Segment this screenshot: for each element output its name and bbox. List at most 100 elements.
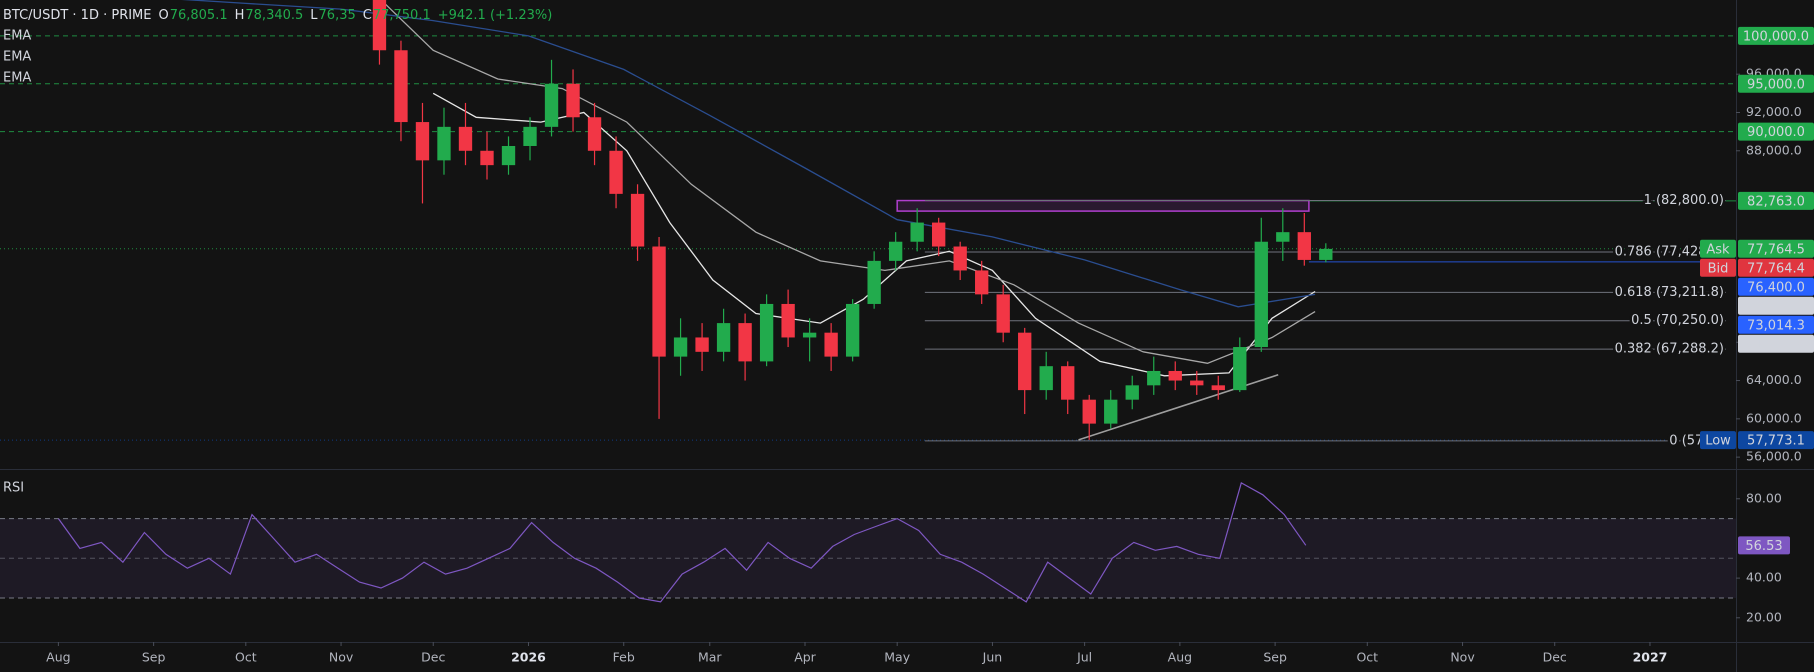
x-tick-label: 2026 [511, 650, 546, 665]
price-badge [1738, 277, 1814, 296]
price-tag-label: Low [1705, 434, 1731, 449]
candle-body [458, 126, 473, 151]
fib-label: 0.382 (67,288.2) [1615, 342, 1724, 357]
price-badge [1738, 315, 1814, 334]
x-tick-label: Aug [1168, 650, 1192, 665]
rsi-background [0, 518, 1736, 599]
candle-body [716, 323, 731, 352]
ema-line [432, 92, 1316, 377]
candle-body [695, 337, 709, 352]
candle-body [1104, 399, 1118, 424]
candle-body [1297, 232, 1311, 260]
price-badge-label: 95,000.0 [1747, 77, 1805, 92]
fib-label: 0.786 (77,428.6) [1615, 244, 1724, 259]
price-badge-label: 76,400.0 [1747, 280, 1805, 295]
fib-label: 1 (82,800.0) [1644, 193, 1724, 208]
candle-body [394, 50, 408, 123]
ohlc-key: C [363, 8, 372, 23]
candle-body [953, 246, 967, 271]
rsi-badge [1738, 536, 1790, 555]
price-badge-label: 77,764.4 [1747, 261, 1805, 276]
candle-body [1276, 232, 1290, 242]
change: +942.1 (+1.23%) [438, 8, 553, 23]
rsi-y-tick-label: 80.00 [1746, 490, 1782, 505]
indicator-label: EMA [3, 50, 31, 65]
x-tick-label: Sep [1263, 650, 1287, 665]
price-badge-label: 90,000.0 [1747, 125, 1805, 140]
price-badge-label: 100,000.0 [1743, 29, 1809, 44]
x-tick-label: Jul [1076, 650, 1092, 665]
price-badge-label: 77,764.5 [1747, 242, 1805, 257]
candle-body [824, 332, 838, 357]
rsi-title: RSI [3, 481, 24, 496]
candle-body [1168, 370, 1182, 381]
ohlc-key: O [158, 8, 168, 23]
x-tick-label: 2027 [1633, 650, 1668, 665]
candle-body [910, 222, 924, 242]
candle-body [1147, 370, 1161, 386]
price-badge [1738, 334, 1814, 353]
price-badge-label: 71,171.4 [1747, 337, 1805, 352]
price-badge [1738, 191, 1814, 210]
candle-body [1018, 332, 1032, 391]
y-tick-label: 60,000.0 [1746, 410, 1802, 425]
price-tag [1700, 258, 1736, 277]
y-tick-label: 88,000.0 [1746, 142, 1802, 157]
candle-body [845, 303, 860, 357]
x-tick-label: Oct [235, 650, 257, 665]
ema-line [181, 0, 1316, 308]
candle-body [996, 294, 1010, 333]
fib-label: 0.618 (73,211.8) [1615, 285, 1724, 300]
candle-body [587, 117, 602, 151]
x-tick-label: Apr [794, 650, 816, 665]
ohlc-value: 78,340.5 [245, 8, 303, 23]
x-tick-label: Jun [982, 650, 1003, 665]
y-tick-label: 64,000.0 [1746, 372, 1802, 387]
ohlc-value: 76,35 [319, 8, 356, 23]
main-pane: 1 (82,800.0) 0.786 (77,428.6) 0.618 (73,21… [0, 0, 1736, 449]
candle-body [437, 126, 451, 161]
candle-body [888, 241, 903, 261]
symbol-title: BTC/USDT · 1D · PRIME [3, 8, 151, 23]
price-badge [1738, 74, 1814, 93]
price-badge [1738, 26, 1814, 45]
ohlc-key: H [235, 8, 245, 23]
candle-body [975, 270, 989, 295]
price-badge [1738, 239, 1814, 258]
rsi-badge-label: 56.53 [1745, 539, 1782, 554]
ohlc-key: L [310, 8, 318, 23]
candle-body [1061, 366, 1075, 400]
candle-body [932, 222, 946, 247]
x-tick-label: Dec [421, 650, 445, 665]
candle-body [1233, 347, 1247, 391]
x-tick-label: Sep [142, 650, 166, 665]
x-tick-label: Mar [698, 650, 722, 665]
candle-body [1125, 385, 1139, 400]
header: BTC/USDT · 1D · PRIME O76,805.1 H78,340.5 L… [3, 8, 552, 23]
zone-rect [896, 199, 1310, 212]
price-badge [1738, 431, 1814, 450]
price-badge [1738, 258, 1814, 277]
indicator-label: EMA [3, 29, 31, 44]
candle-body [372, 0, 387, 51]
candle-body [609, 150, 623, 194]
x-tick-label: Feb [613, 650, 635, 665]
price-badge-label: 82,763.0 [1747, 194, 1805, 209]
candle-body [1190, 380, 1204, 386]
candle-body [501, 145, 516, 166]
price-badge [1738, 296, 1814, 315]
indicator-label: EMA [3, 71, 31, 86]
candle-body [1082, 399, 1096, 424]
rsi-line [57, 482, 1307, 603]
price-badge-label: 73,349.6 [1747, 299, 1805, 314]
price-tag-label: Bid [1708, 261, 1729, 276]
price-tag [1700, 431, 1736, 450]
candle-body [1039, 366, 1053, 391]
overlay: BTC/USDT · 1D · PRIME O76,805.1 H78,340.5 L… [3, 8, 1814, 555]
ohlc-value: 77,750.1 [373, 8, 431, 23]
x-tick-label: May [884, 650, 910, 665]
rsi-y-tick-label: 20.00 [1746, 609, 1782, 624]
candle-body [480, 150, 494, 166]
